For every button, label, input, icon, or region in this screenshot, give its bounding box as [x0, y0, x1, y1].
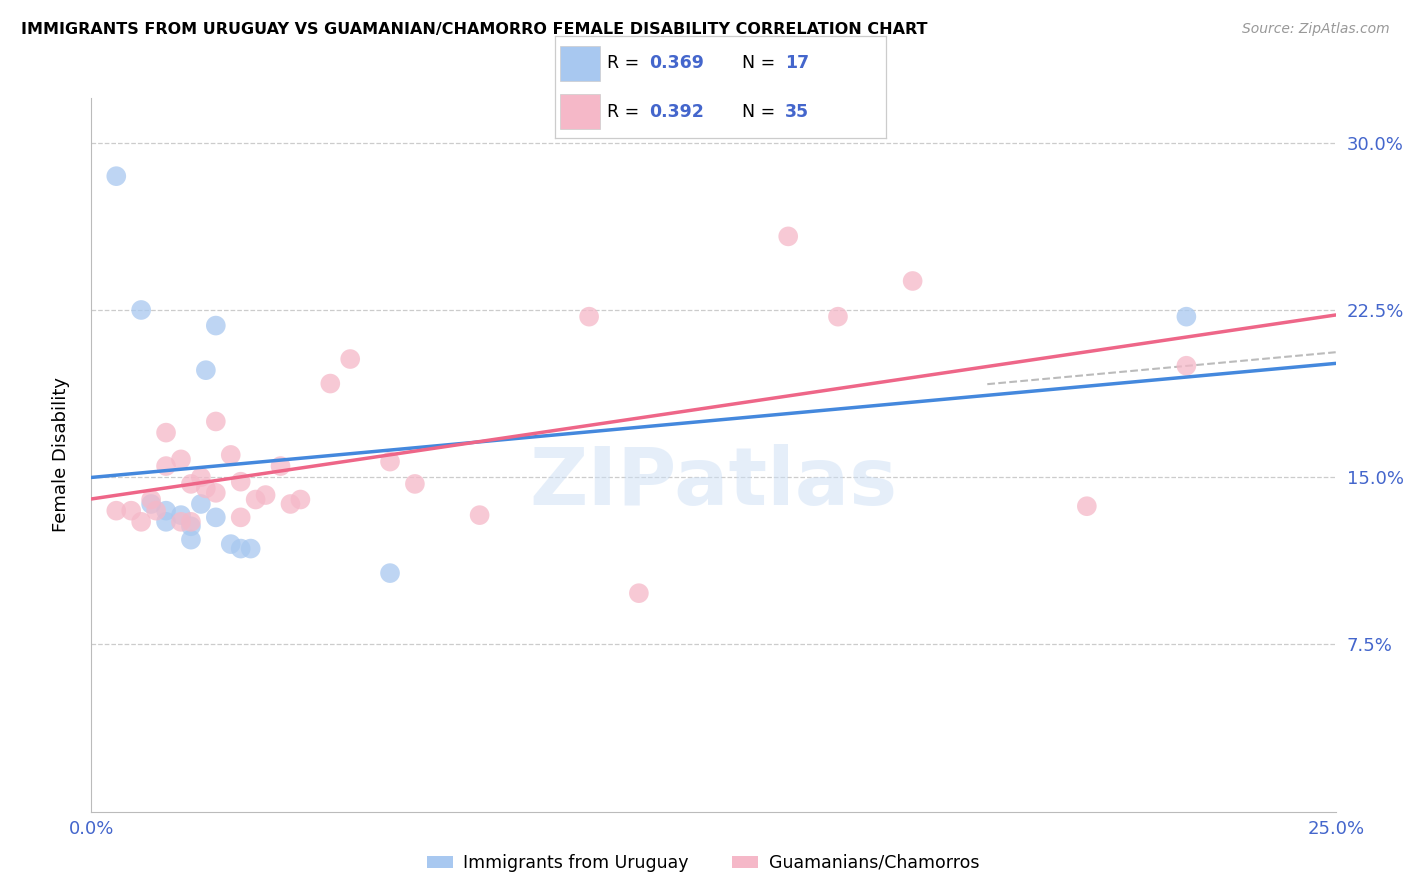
Text: 0.369: 0.369: [650, 54, 704, 72]
Text: Source: ZipAtlas.com: Source: ZipAtlas.com: [1241, 22, 1389, 37]
Point: [245, 492, 267, 507]
Point: [578, 310, 600, 324]
Point: [155, 515, 177, 529]
Point: [229, 475, 252, 489]
Point: [170, 508, 193, 523]
Point: [105, 503, 128, 517]
Text: R =: R =: [606, 103, 644, 120]
Point: [319, 376, 342, 391]
Point: [378, 455, 401, 469]
Point: [155, 425, 177, 440]
Point: [1175, 310, 1198, 324]
Point: [290, 492, 312, 507]
Point: [170, 452, 193, 467]
Point: [404, 476, 426, 491]
Point: [180, 476, 202, 491]
Point: [270, 459, 292, 474]
Point: [155, 459, 177, 474]
Point: [120, 503, 142, 517]
Point: [827, 310, 849, 324]
Point: [194, 363, 217, 377]
Point: [129, 303, 152, 318]
Point: [105, 169, 128, 184]
FancyBboxPatch shape: [561, 95, 600, 129]
Y-axis label: Female Disability: Female Disability: [52, 377, 70, 533]
Point: [280, 497, 302, 511]
Text: 0.392: 0.392: [650, 103, 704, 120]
Point: [339, 351, 361, 366]
Text: 17: 17: [785, 54, 808, 72]
Point: [378, 566, 401, 581]
Point: [901, 274, 924, 288]
Text: ZIPatlas: ZIPatlas: [530, 444, 897, 523]
Point: [180, 519, 202, 533]
Text: R =: R =: [606, 54, 644, 72]
Point: [190, 497, 212, 511]
Point: [170, 515, 193, 529]
FancyBboxPatch shape: [561, 46, 600, 81]
Point: [180, 515, 202, 529]
Point: [205, 414, 228, 429]
Text: N =: N =: [742, 103, 780, 120]
Point: [239, 541, 262, 556]
Text: IMMIGRANTS FROM URUGUAY VS GUAMANIAN/CHAMORRO FEMALE DISABILITY CORRELATION CHAR: IMMIGRANTS FROM URUGUAY VS GUAMANIAN/CHA…: [21, 22, 928, 37]
Point: [1175, 359, 1198, 373]
Point: [145, 503, 167, 517]
Point: [219, 448, 242, 462]
Point: [229, 541, 252, 556]
Point: [778, 229, 800, 244]
Point: [129, 515, 152, 529]
Point: [139, 492, 162, 507]
Text: 35: 35: [785, 103, 808, 120]
Point: [155, 503, 177, 517]
Point: [219, 537, 242, 551]
Point: [205, 485, 228, 500]
Text: N =: N =: [742, 54, 780, 72]
Point: [254, 488, 277, 502]
Point: [194, 482, 217, 496]
Point: [627, 586, 650, 600]
Legend: Immigrants from Uruguay, Guamanians/Chamorros: Immigrants from Uruguay, Guamanians/Cham…: [420, 847, 986, 879]
Point: [468, 508, 491, 523]
Point: [190, 470, 212, 484]
Point: [205, 510, 228, 524]
Point: [205, 318, 228, 333]
Point: [229, 510, 252, 524]
Point: [180, 533, 202, 547]
Point: [139, 497, 162, 511]
Point: [1076, 499, 1098, 513]
